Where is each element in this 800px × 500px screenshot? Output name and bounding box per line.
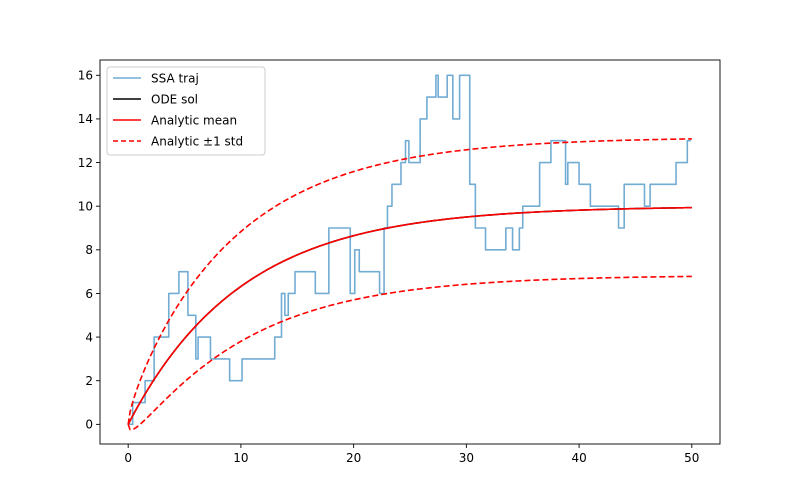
y-tick-label: 16: [78, 69, 93, 83]
y-tick-label: 12: [78, 156, 93, 170]
y-tick-label: 6: [85, 287, 93, 301]
x-tick-label: 10: [233, 451, 248, 465]
y-tick-label: 4: [85, 330, 93, 344]
legend-label-ssa: SSA traj: [151, 72, 199, 86]
y-tick-label: 0: [85, 418, 93, 432]
x-tick-label: 0: [124, 451, 132, 465]
x-tick-label: 40: [571, 451, 586, 465]
y-tick-label: 10: [78, 199, 93, 213]
series-ssa-traj: [128, 74, 691, 426]
legend-label-std: Analytic ±1 std: [151, 135, 243, 149]
x-tick-label: 20: [346, 451, 361, 465]
legend-label-ode: ODE sol: [151, 93, 198, 107]
axis-layer: 0 10 20 30 40 50 0 2 4 6 8 10 12 14 16: [78, 69, 700, 465]
x-tick-label: 50: [684, 451, 699, 465]
y-tick-label: 8: [85, 243, 93, 257]
y-tick-label: 2: [85, 374, 93, 388]
series-analytic-1-std: [127, 138, 692, 425]
legend-label-mean: Analytic mean: [151, 114, 237, 128]
legend: SSA traj ODE sol Analytic mean Analytic …: [106, 66, 266, 156]
y-tick-label: 14: [78, 112, 93, 126]
legend-box: [106, 66, 266, 156]
series-analytic-1-std: [127, 275, 692, 431]
plot-frame: [99, 59, 721, 445]
x-tick-label: 30: [459, 451, 474, 465]
series-layer: [127, 74, 692, 431]
series-analytic-mean: [127, 206, 692, 425]
